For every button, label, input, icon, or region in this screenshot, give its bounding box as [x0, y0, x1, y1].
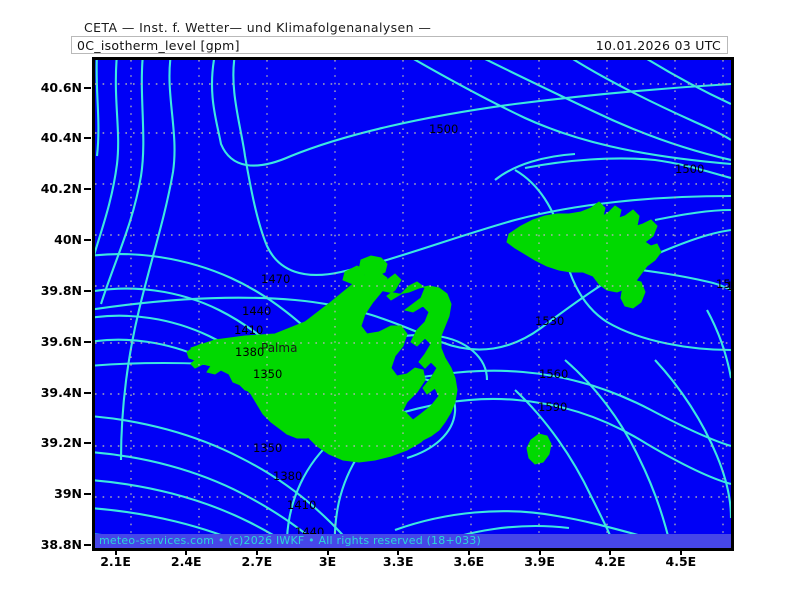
x-axis-tick: [326, 548, 329, 555]
y-axis-tick-label: 39.8N: [40, 282, 82, 298]
contour-label: 1560: [539, 367, 568, 381]
y-axis-tick-label: 39.2N: [40, 435, 82, 451]
y-axis-tick: [84, 137, 91, 140]
credit-text: meteo-services.com • (c)2026 IWKF • All …: [99, 534, 481, 547]
contour-label: 1530: [716, 277, 731, 291]
map-canvas: 1500153014701440141013801350153015301560…: [95, 60, 731, 548]
valid-time-label: 10.01.2026 03 UTC: [595, 38, 721, 53]
contour-label: 1500: [675, 162, 704, 176]
y-axis-tick-label: 40.6N: [40, 79, 82, 95]
y-axis-tick: [84, 86, 91, 89]
y-axis-tick-label: 40N: [54, 232, 82, 247]
landmasses: [186, 201, 662, 465]
contour-labels: 1500153014701440141013801350153015301560…: [234, 122, 731, 539]
contour-label: 1410: [234, 323, 263, 337]
x-axis-tick-label: 3.6E: [453, 554, 485, 569]
page-title: CETA — Inst. f. Wetter— und Klimafolgena…: [84, 20, 432, 35]
y-axis-tick-label: 40.2N: [40, 181, 82, 197]
y-axis-tick: [84, 391, 91, 394]
y-axis-tick-label: 39.6N: [40, 333, 82, 349]
y-axis-tick-label: 39N: [54, 486, 82, 502]
y-axis-tick: [84, 340, 91, 343]
y-axis-tick: [84, 188, 91, 191]
contour-label: 1470: [261, 272, 290, 286]
x-axis-tick: [679, 548, 682, 555]
x-axis-tick: [397, 548, 400, 555]
y-axis-tick: [84, 493, 91, 496]
contour-label: 1350: [253, 367, 282, 381]
credit-strip: meteo-services.com • (c)2026 IWKF • All …: [95, 534, 731, 548]
contour-label: 1350: [253, 441, 282, 455]
y-axis-tick-label: 38.8N: [40, 537, 82, 552]
lat-lon-grid: [95, 60, 731, 548]
contour-label: 1500: [429, 122, 458, 136]
x-axis-tick: [255, 548, 258, 555]
x-axis-tick: [538, 548, 541, 555]
city-label-palma: Palma: [261, 341, 297, 355]
contour-label: 1590: [538, 400, 567, 414]
y-axis-tick: [84, 544, 91, 546]
x-axis-tick-label: 3.3E: [382, 554, 414, 569]
product-label: 0C_isotherm_level [gpm]: [77, 38, 240, 53]
mallorca-body: [190, 271, 434, 463]
x-axis-tick: [467, 548, 470, 555]
x-axis-tick-label: 2.7E: [241, 554, 273, 569]
y-axis-tick: [84, 289, 91, 292]
x-axis-tick: [185, 548, 188, 555]
x-axis-tick-label: 4.5E: [665, 554, 697, 569]
contour-label: 1380: [273, 469, 302, 483]
x-axis-tick: [609, 548, 612, 555]
y-axis-tick: [84, 239, 91, 241]
y-axis-tick-label: 40.4N: [40, 130, 82, 146]
x-axis-tick-label: 2.1E: [100, 554, 131, 569]
contour-label: 1530: [535, 314, 564, 328]
contour-label: 1440: [242, 304, 271, 318]
island-menorca: [506, 201, 662, 293]
contour-label: 1380: [235, 345, 264, 359]
y-axis-tick: [84, 442, 91, 445]
product-header-bar: 0C_isotherm_level [gpm] 10.01.2026 03 UT…: [71, 36, 728, 54]
contour-label: 1530: [726, 279, 731, 293]
menorca-tail: [620, 279, 646, 309]
x-axis-tick-label: 3E: [318, 554, 337, 569]
contour-map-plot: 1500153014701440141013801350153015301560…: [92, 57, 734, 551]
x-axis-tick: [114, 548, 117, 555]
x-axis-tick-label: 2.4E: [170, 554, 202, 569]
y-axis-tick-label: 39.4N: [40, 384, 82, 400]
x-axis-tick-label: 4.2E: [594, 554, 626, 569]
x-axis-tick-label: 3.9E: [524, 554, 555, 569]
contour-label: 1410: [287, 498, 316, 512]
